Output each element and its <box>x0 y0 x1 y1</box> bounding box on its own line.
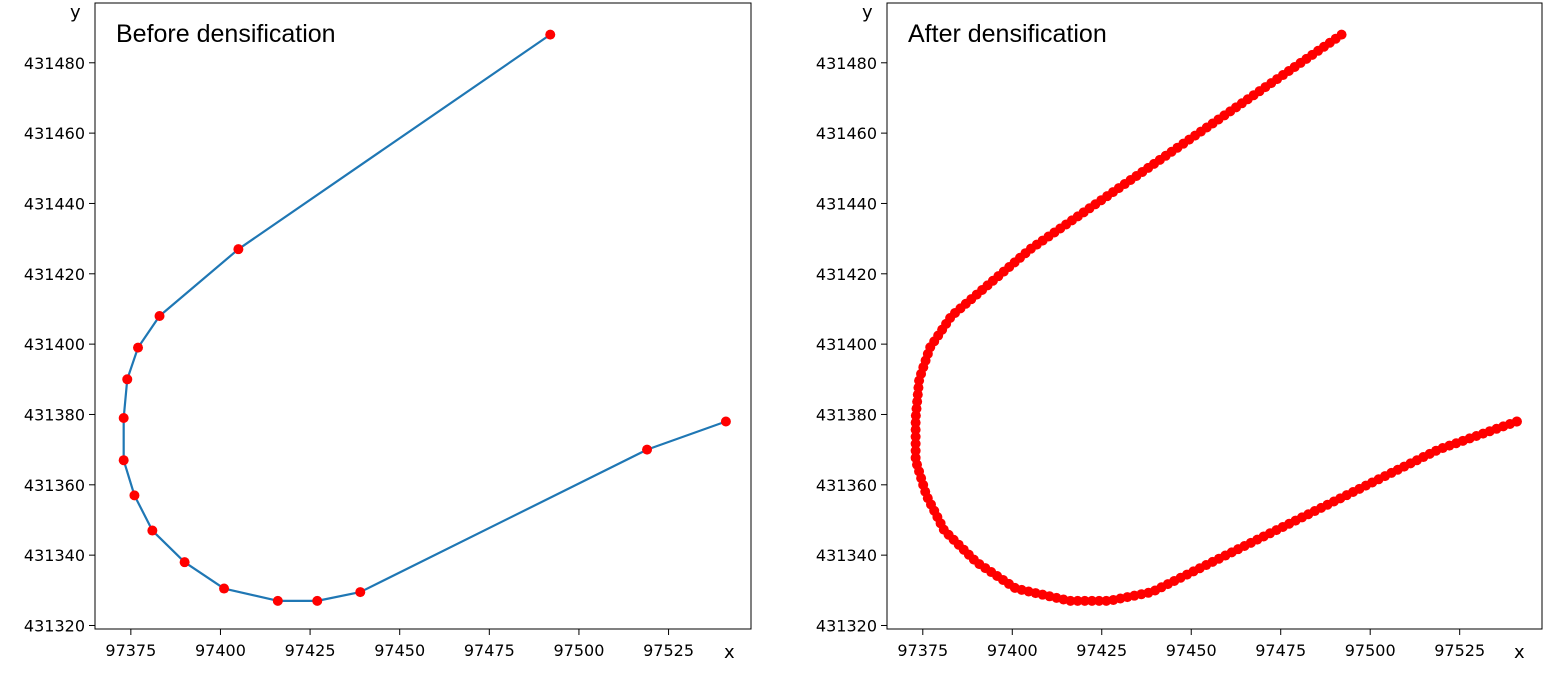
y-tick-label: 431460 <box>816 124 877 143</box>
data-point <box>312 595 323 606</box>
data-point <box>1094 595 1105 606</box>
y-tick-label: 431400 <box>816 335 877 354</box>
data-point <box>154 311 165 321</box>
x-tick-label: 97525 <box>1434 641 1485 660</box>
data-point <box>545 29 556 40</box>
data-point <box>272 595 283 606</box>
x-tick-label: 97525 <box>643 641 694 660</box>
y-tick-label: 431420 <box>24 265 85 284</box>
y-tick-label: 431440 <box>24 194 85 213</box>
y-tick-label: 431340 <box>816 546 877 565</box>
data-point <box>1065 595 1076 606</box>
panel-after-densification: After densification y x 97375 97400 97425 9… <box>816 2 1543 663</box>
series-line <box>122 33 728 602</box>
data-point <box>910 431 921 442</box>
x-tick-label: 97500 <box>553 641 604 660</box>
data-point <box>122 374 133 385</box>
data-point <box>118 412 129 423</box>
data-point <box>1079 595 1090 606</box>
x-tick-label: 97475 <box>464 641 515 660</box>
data-point <box>1072 595 1083 606</box>
x-tick-label: 97400 <box>195 641 246 660</box>
x-tick-label: 97450 <box>374 641 425 660</box>
y-tick-label: 431440 <box>816 194 877 213</box>
data-point <box>642 444 653 455</box>
y-tick-label: 431380 <box>816 405 877 424</box>
x-tick-label: 97375 <box>897 641 948 660</box>
chart-title: Before densification <box>116 20 336 48</box>
y-tick-label: 431360 <box>816 476 877 495</box>
x-axis-label: x <box>1514 642 1525 663</box>
y-tick-label: 431360 <box>24 476 85 495</box>
data-point <box>910 438 921 449</box>
data-point <box>179 557 190 568</box>
data-point <box>118 455 129 466</box>
y-tick-label: 431480 <box>24 54 85 73</box>
x-tick-label: 97450 <box>1166 641 1217 660</box>
y-tick-label: 431340 <box>24 546 85 565</box>
data-point <box>219 583 230 594</box>
y-tick-label: 431320 <box>816 616 877 635</box>
y-tick-label: 431400 <box>24 335 85 354</box>
x-tick-label: 97425 <box>1076 641 1127 660</box>
data-point <box>910 410 921 421</box>
x-axis-label: x <box>724 642 735 663</box>
data-point <box>147 525 158 536</box>
chart-title: After densification <box>908 20 1107 48</box>
y-tick-label: 431480 <box>816 54 877 73</box>
data-point <box>910 424 921 435</box>
y-axis-label: y <box>70 2 81 23</box>
data-point <box>133 342 144 353</box>
panel-before-densification: Before densification y x 97375 97400 97425… <box>24 2 752 663</box>
axes-frame <box>886 2 1543 630</box>
data-point <box>1511 416 1522 427</box>
data-point <box>233 244 244 255</box>
axes-frame <box>94 2 752 630</box>
x-tick-label: 97475 <box>1255 641 1306 660</box>
data-point <box>910 445 921 456</box>
y-tick-label: 431460 <box>24 124 85 143</box>
y-axis-label: y <box>862 2 873 23</box>
y-tick-label: 431380 <box>24 405 85 424</box>
y-tick-label: 431320 <box>24 616 85 635</box>
data-point <box>355 587 366 598</box>
data-point <box>129 490 140 501</box>
x-tick-label: 97400 <box>987 641 1038 660</box>
data-point <box>910 417 921 428</box>
x-tick-label: 97375 <box>105 641 156 660</box>
data-point <box>1086 595 1097 606</box>
data-point <box>720 416 731 427</box>
x-tick-label: 97425 <box>285 641 336 660</box>
x-tick-label: 97500 <box>1345 641 1396 660</box>
y-tick-label: 431420 <box>816 265 877 284</box>
